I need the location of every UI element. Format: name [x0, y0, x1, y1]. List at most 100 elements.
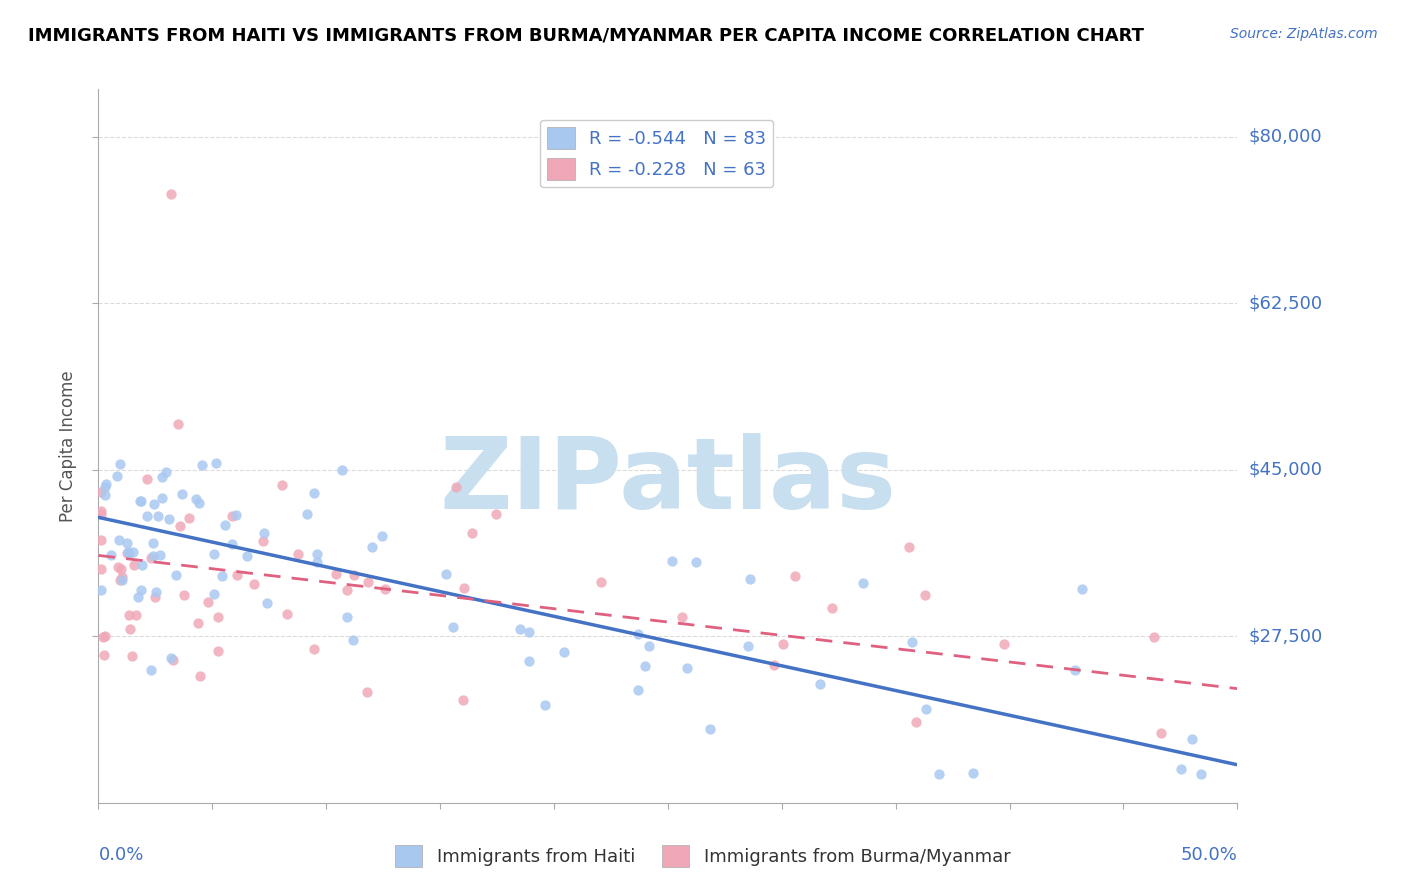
- Point: [90, 507, 112, 521]
- Point: [356, 685, 378, 699]
- Point: [785, 569, 807, 583]
- Point: [898, 540, 921, 554]
- Point: [441, 619, 464, 633]
- Point: [325, 566, 347, 581]
- Point: [460, 526, 482, 541]
- Point: [136, 509, 159, 524]
- Point: [661, 554, 683, 568]
- Point: [253, 526, 276, 541]
- Point: [111, 570, 134, 584]
- Point: [94, 480, 117, 494]
- Point: [360, 540, 382, 554]
- Point: [90, 504, 112, 518]
- Point: [207, 644, 229, 658]
- Point: [374, 582, 396, 597]
- Point: [190, 669, 212, 683]
- Point: [166, 417, 188, 431]
- Point: [252, 534, 274, 549]
- Point: [336, 582, 359, 597]
- Point: [295, 507, 318, 521]
- Point: [100, 548, 122, 562]
- Point: [110, 457, 132, 471]
- Point: [256, 596, 278, 610]
- Point: [1143, 630, 1166, 644]
- Point: [108, 533, 131, 548]
- Text: Source: ZipAtlas.com: Source: ZipAtlas.com: [1230, 27, 1378, 41]
- Point: [671, 610, 693, 624]
- Point: [626, 627, 648, 641]
- Point: [118, 546, 141, 560]
- Text: IMMIGRANTS FROM HAITI VS IMMIGRANTS FROM BURMA/MYANMAR PER CAPITA INCOME CORRELA: IMMIGRANTS FROM HAITI VS IMMIGRANTS FROM…: [28, 27, 1144, 45]
- Point: [287, 548, 309, 562]
- Point: [1150, 726, 1173, 740]
- Point: [993, 637, 1015, 651]
- Y-axis label: Per Capita Income: Per Capita Income: [59, 370, 77, 522]
- Legend: Immigrants from Haiti, Immigrants from Burma/Myanmar: Immigrants from Haiti, Immigrants from B…: [388, 838, 1018, 874]
- Point: [121, 648, 143, 663]
- Point: [737, 639, 759, 653]
- Point: [1170, 763, 1192, 777]
- Point: [517, 624, 540, 639]
- Point: [901, 635, 924, 649]
- Point: [90, 484, 112, 499]
- Point: [118, 607, 141, 622]
- Point: [149, 548, 172, 562]
- Point: [509, 622, 531, 636]
- Point: [517, 654, 540, 668]
- Point: [93, 648, 115, 662]
- Point: [129, 494, 152, 508]
- Point: [915, 702, 938, 716]
- Text: 0.0%: 0.0%: [98, 846, 143, 863]
- Point: [173, 589, 195, 603]
- Legend: R = -0.544   N = 83, R = -0.228   N = 63: R = -0.544 N = 83, R = -0.228 N = 63: [540, 120, 773, 187]
- Point: [330, 463, 353, 477]
- Point: [115, 546, 138, 560]
- Point: [928, 767, 950, 781]
- Point: [118, 622, 141, 636]
- Point: [150, 469, 173, 483]
- Point: [242, 577, 264, 591]
- Point: [276, 607, 298, 622]
- Point: [139, 663, 162, 677]
- Point: [221, 509, 243, 524]
- Point: [434, 567, 457, 582]
- Point: [962, 766, 984, 780]
- Point: [534, 698, 557, 712]
- Point: [90, 533, 112, 547]
- Point: [343, 568, 366, 582]
- Point: [485, 507, 508, 521]
- Point: [444, 480, 467, 494]
- Point: [821, 601, 844, 615]
- Point: [107, 560, 129, 574]
- Point: [121, 545, 143, 559]
- Point: [302, 642, 325, 657]
- Point: [146, 508, 169, 523]
- Text: $27,500: $27,500: [1249, 627, 1323, 645]
- Point: [307, 547, 329, 561]
- Point: [139, 551, 162, 566]
- Point: [165, 568, 187, 582]
- Point: [93, 629, 115, 643]
- Point: [115, 536, 138, 550]
- Point: [170, 487, 193, 501]
- Point: [129, 583, 152, 598]
- Text: 50.0%: 50.0%: [1181, 846, 1237, 863]
- Point: [204, 456, 226, 470]
- Point: [160, 651, 183, 665]
- Point: [184, 491, 207, 506]
- Point: [342, 633, 364, 648]
- Point: [453, 581, 475, 595]
- Point: [127, 591, 149, 605]
- Point: [305, 555, 328, 569]
- Point: [143, 497, 166, 511]
- Point: [150, 491, 173, 505]
- Point: [225, 508, 247, 522]
- Text: ZIPatlas: ZIPatlas: [440, 434, 896, 530]
- Point: [122, 558, 145, 572]
- Text: $45,000: $45,000: [1249, 461, 1323, 479]
- Point: [191, 458, 214, 472]
- Point: [553, 645, 575, 659]
- Text: $80,000: $80,000: [1249, 128, 1322, 145]
- Point: [155, 465, 177, 479]
- Point: [110, 562, 132, 576]
